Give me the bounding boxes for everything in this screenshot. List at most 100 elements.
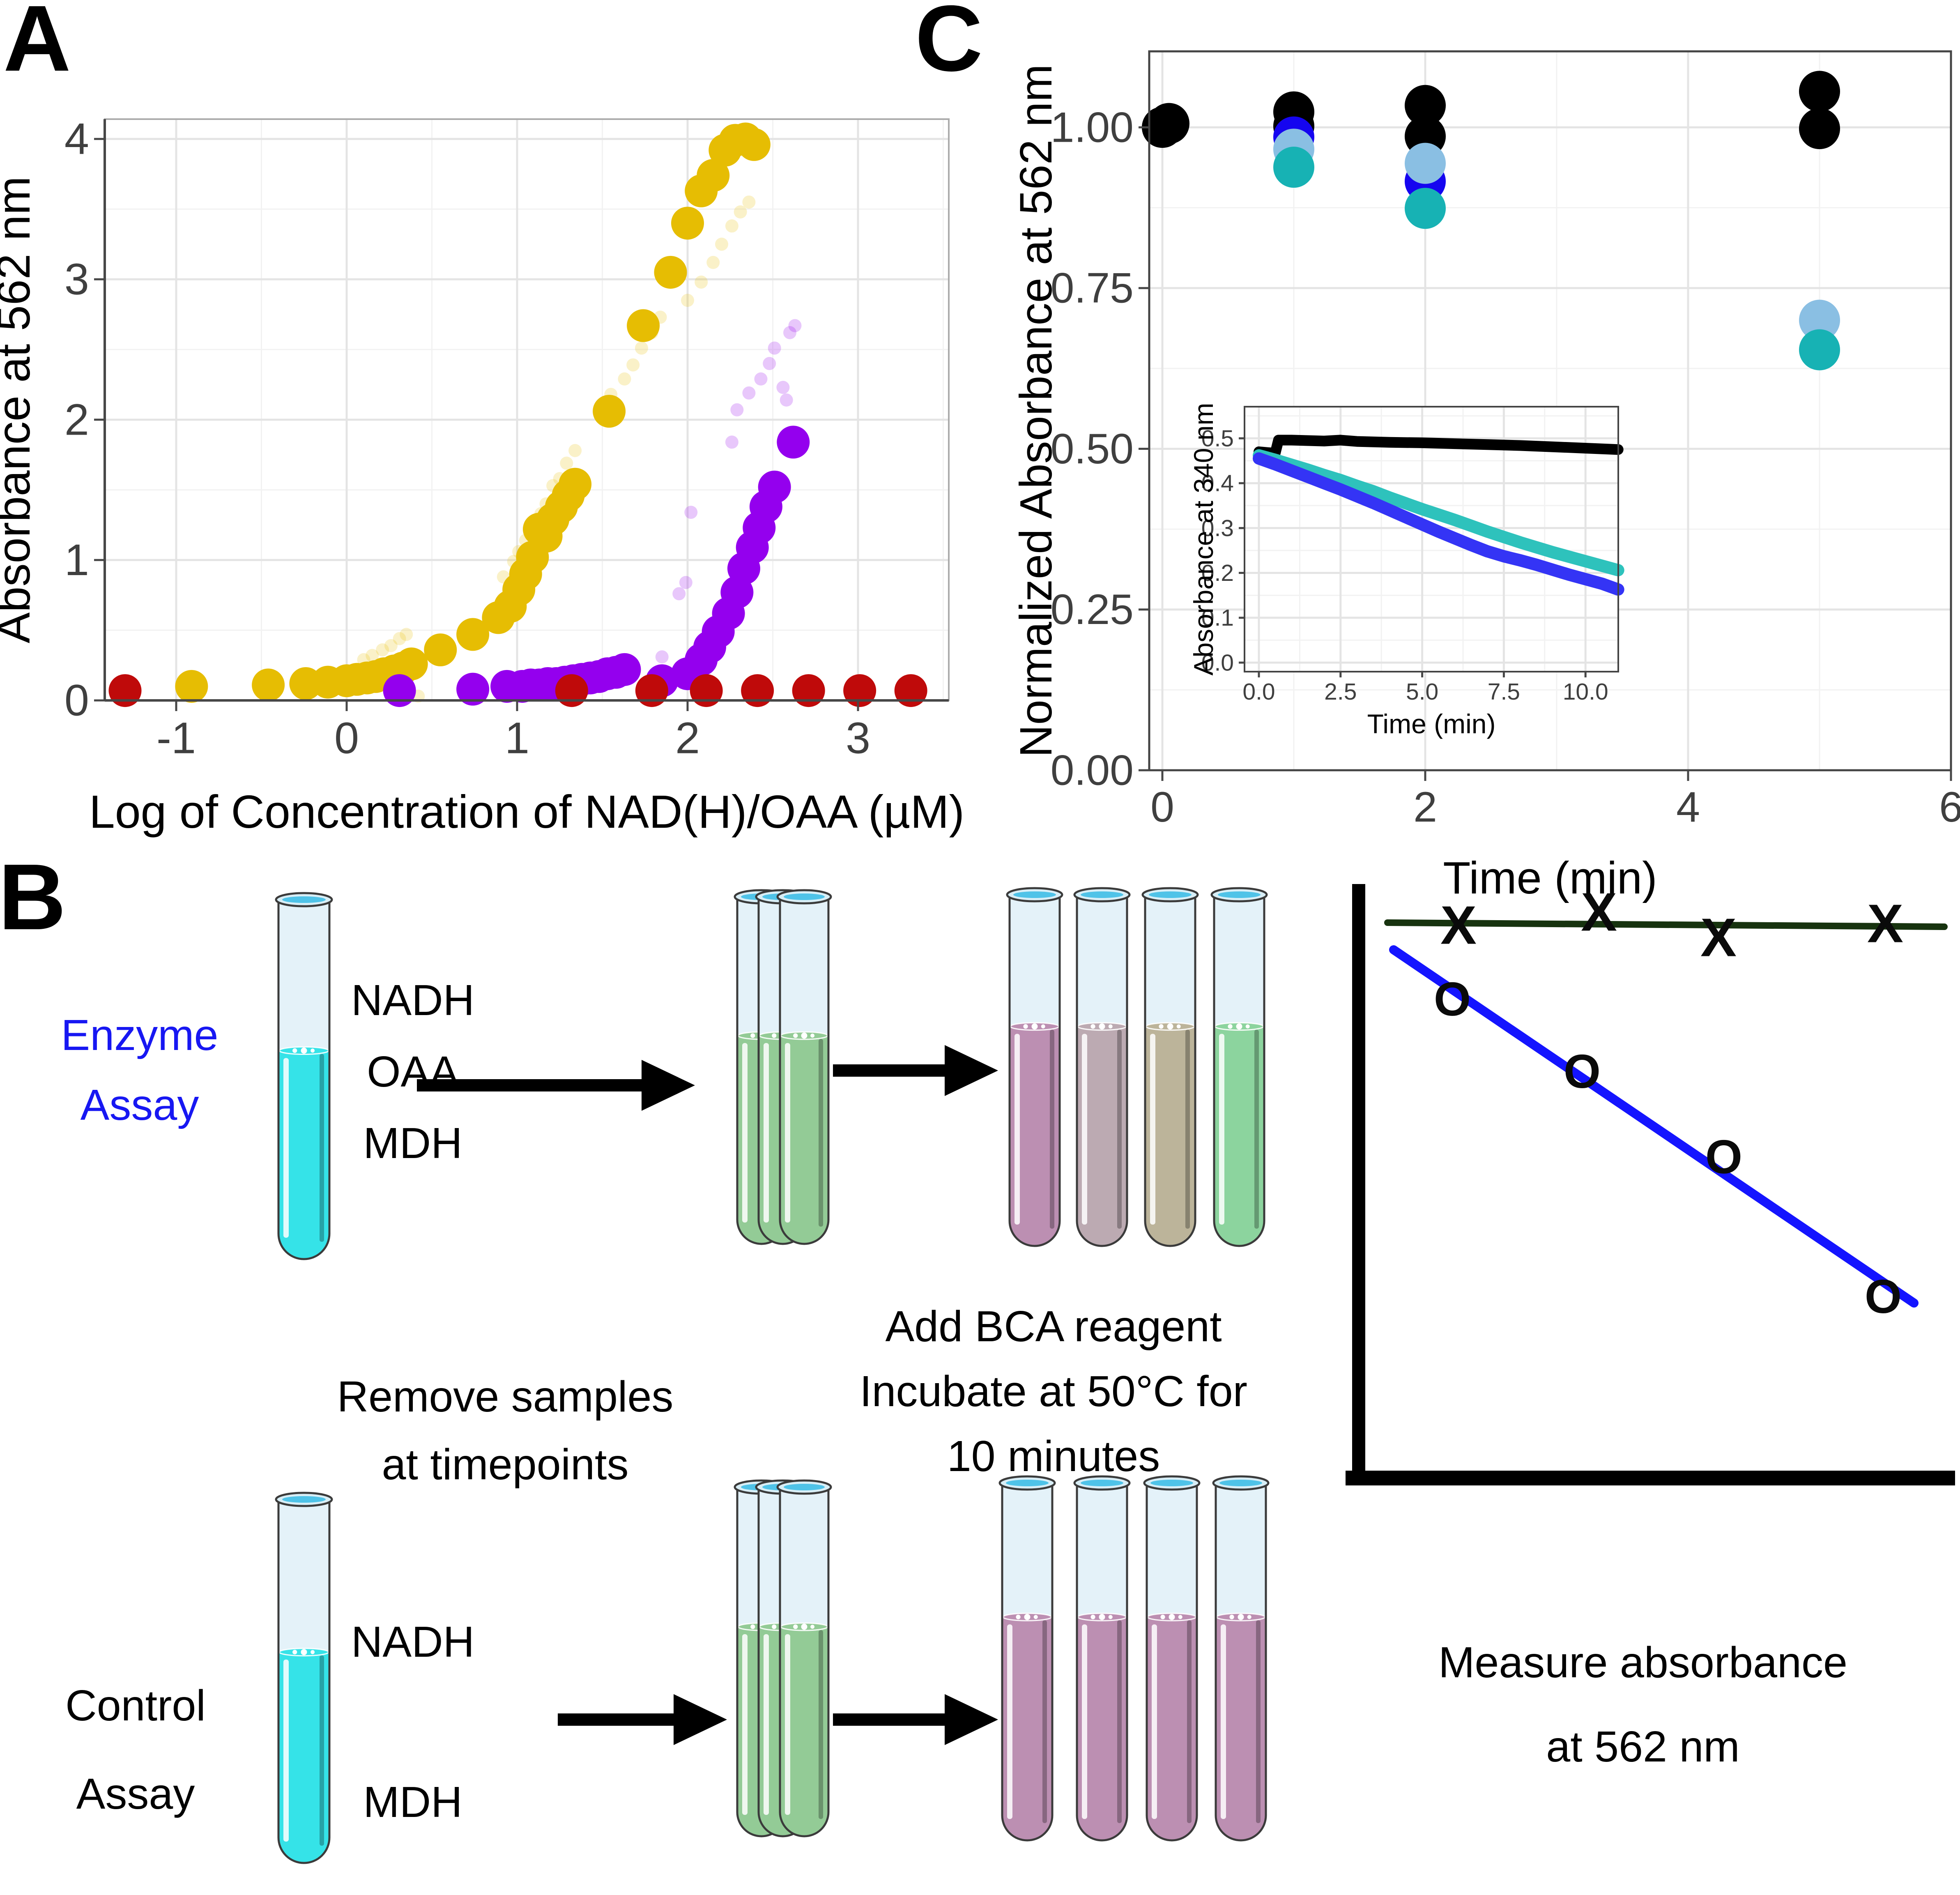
- svg-text:3: 3: [64, 254, 89, 304]
- control-nadh-label: NADH: [351, 1618, 475, 1666]
- svg-text:0.00: 0.00: [1051, 746, 1134, 794]
- svg-text:0: 0: [1150, 783, 1174, 831]
- tube-liquid: [1214, 1026, 1264, 1246]
- tube-liquid: [1147, 1617, 1197, 1840]
- plot-border: [1244, 406, 1619, 672]
- svg-text:4: 4: [1676, 783, 1700, 831]
- o-marker: O: [1564, 1045, 1601, 1098]
- enzyme-start-tube-tube-1: [275, 892, 333, 1260]
- oaa-label: OAA: [367, 1048, 459, 1096]
- enzyme-timepoint-tubes: [734, 889, 832, 1245]
- svg-text:0.25: 0.25: [1051, 586, 1134, 633]
- svg-text:1: 1: [505, 713, 529, 763]
- svg-text:0: 0: [334, 713, 359, 763]
- svg-text:0.3: 0.3: [1201, 515, 1234, 541]
- enzyme-timepoint-tubes-tube-3: [776, 889, 832, 1245]
- control-mdh-label: MDH: [363, 1778, 462, 1826]
- series-black-control-trace: [1254, 435, 1624, 458]
- tube-liquid: [1077, 1026, 1127, 1246]
- arrow-enzyme-2-icon: [833, 1045, 998, 1096]
- panel-label-a: A: [3, 0, 71, 91]
- panel-C-inset: 0.0 2.5 5.0 7.5 10.0 0.0 0.1 0.2 0.3 0.4 0.5 Time (…: [1188, 403, 1624, 739]
- enzyme-bca-tubes-tube-1: [1006, 887, 1063, 1247]
- add-bca-line3: 10 minutes: [947, 1432, 1160, 1481]
- svg-text:2: 2: [675, 713, 700, 763]
- x-axis-title: Time (min): [1443, 853, 1657, 903]
- control-bca-tubes-tube-4: [1212, 1475, 1270, 1842]
- x-marker: X: [1867, 893, 1903, 954]
- series-gold-large: [175, 122, 771, 703]
- remove-samples-line2: at timepoints: [382, 1440, 629, 1489]
- control-assay-label: Control Assay: [37, 1662, 234, 1838]
- control-start-tube-tube-1: [275, 1492, 333, 1864]
- y-axis-title: Normalized Absorbance at 562 nm: [1011, 64, 1061, 758]
- tube-liquid: [1010, 1026, 1060, 1246]
- remove-samples-caption: Remove samples at timepoints: [304, 1363, 706, 1499]
- svg-text:0.0: 0.0: [1242, 679, 1275, 705]
- x-marker: X: [1440, 895, 1477, 956]
- sketch-enzyme-line-blue: [1389, 945, 1919, 1308]
- series-blue-trace: [1253, 452, 1624, 596]
- panel-A: -1 0 1 2 3 0 1 2 3 4 Log of Concentration of NAD(H…: [0, 114, 964, 838]
- x-marker: X: [1700, 907, 1737, 968]
- control-bca-tubes: [998, 1475, 1270, 1842]
- remove-samples-line1: Remove samples: [337, 1372, 674, 1421]
- o-marker: O: [1705, 1130, 1742, 1184]
- arrow-enzyme-1-icon: [417, 1060, 695, 1111]
- x-axis-title: Log of Concentration of NAD(H)/OAA (µM): [89, 786, 964, 838]
- enzyme-assay-line2: Assay: [80, 1081, 199, 1129]
- measure-line2: at 562 nm: [1546, 1722, 1740, 1771]
- svg-text:0.1: 0.1: [1201, 605, 1234, 631]
- x-marker: X: [1581, 882, 1617, 942]
- control-bca-tubes-tube-3: [1143, 1475, 1201, 1842]
- nadh-label: NADH: [351, 976, 475, 1025]
- axis-ticks-and-labels: 0.0 2.5 5.0 7.5 10.0 0.0 0.1 0.2 0.3 0.4 0.5: [1201, 425, 1608, 705]
- tube-liquid: [1077, 1617, 1127, 1840]
- axis-ticks-and-labels: -1 0 1 2 3 0 1 2 3 4: [64, 114, 870, 763]
- tube-liquid: [780, 1036, 828, 1244]
- add-bca-caption: Add BCA reagent Incubate at 50°C for 10 …: [830, 1294, 1277, 1489]
- enzyme-start-tube: [275, 892, 333, 1260]
- enzyme-tube-contents-label: NADH OAA MDH: [324, 965, 501, 1179]
- svg-text:7.5: 7.5: [1488, 679, 1520, 705]
- enzyme-bca-tubes-tube-4: [1210, 887, 1268, 1247]
- control-bca-tubes-tube-2: [1073, 1475, 1131, 1842]
- svg-text:0.0: 0.0: [1201, 649, 1234, 676]
- svg-text:10.0: 10.0: [1563, 679, 1608, 705]
- svg-text:6: 6: [1939, 783, 1960, 831]
- svg-text:0.4: 0.4: [1201, 470, 1234, 497]
- arrow-control-2-icon: [833, 1694, 998, 1745]
- enzyme-assay-label: Enzyme Assay: [33, 1000, 246, 1140]
- add-bca-line2: Incubate at 50°C for: [860, 1367, 1247, 1416]
- control-timepoint-tubes-tube-3: [776, 1479, 832, 1837]
- svg-text:0.50: 0.50: [1051, 425, 1134, 473]
- control-assay-line1: Control: [65, 1681, 206, 1730]
- svg-text:1.00: 1.00: [1051, 104, 1134, 151]
- tube-liquid: [780, 1627, 828, 1836]
- y-axis-title: Absorbance at 340 nm: [1188, 403, 1219, 675]
- panel-a-scatter-chart: -1 0 1 2 3 0 1 2 3 4 Log of Concentration of NAD(H…: [0, 114, 964, 838]
- svg-text:2: 2: [1413, 783, 1437, 831]
- svg-text:0.2: 0.2: [1201, 560, 1234, 586]
- plot-border: [1148, 50, 1952, 771]
- panel-label-b: B: [0, 845, 66, 949]
- svg-text:0.75: 0.75: [1051, 265, 1134, 312]
- svg-text:2.5: 2.5: [1324, 679, 1357, 705]
- series-teal-trace: [1253, 449, 1624, 576]
- measure-line1: Measure absorbance: [1438, 1638, 1847, 1687]
- tube-liquid: [278, 1050, 329, 1259]
- series-teal: [1273, 147, 1840, 371]
- o-marker: O: [1865, 1270, 1902, 1323]
- svg-text:4: 4: [64, 114, 89, 163]
- panel-label-c: C: [915, 0, 983, 91]
- svg-text:-1: -1: [156, 713, 196, 763]
- panel-c-scatter-chart: 0 2 4 6 0.00 0.25 0.50 0.75 1.00 Time (min) Normal…: [1011, 50, 1960, 903]
- axis-ticks-and-labels: 0 2 4 6 0.00 0.25 0.50 0.75 1.00: [1051, 104, 1960, 831]
- svg-text:0.5: 0.5: [1201, 425, 1234, 451]
- svg-text:1: 1: [64, 535, 89, 585]
- enzyme-bca-tubes-tube-2: [1073, 887, 1131, 1247]
- x-axis-title: Time (min): [1367, 709, 1496, 739]
- measure-absorbance-caption: Measure absorbance at 562 nm: [1388, 1621, 1898, 1789]
